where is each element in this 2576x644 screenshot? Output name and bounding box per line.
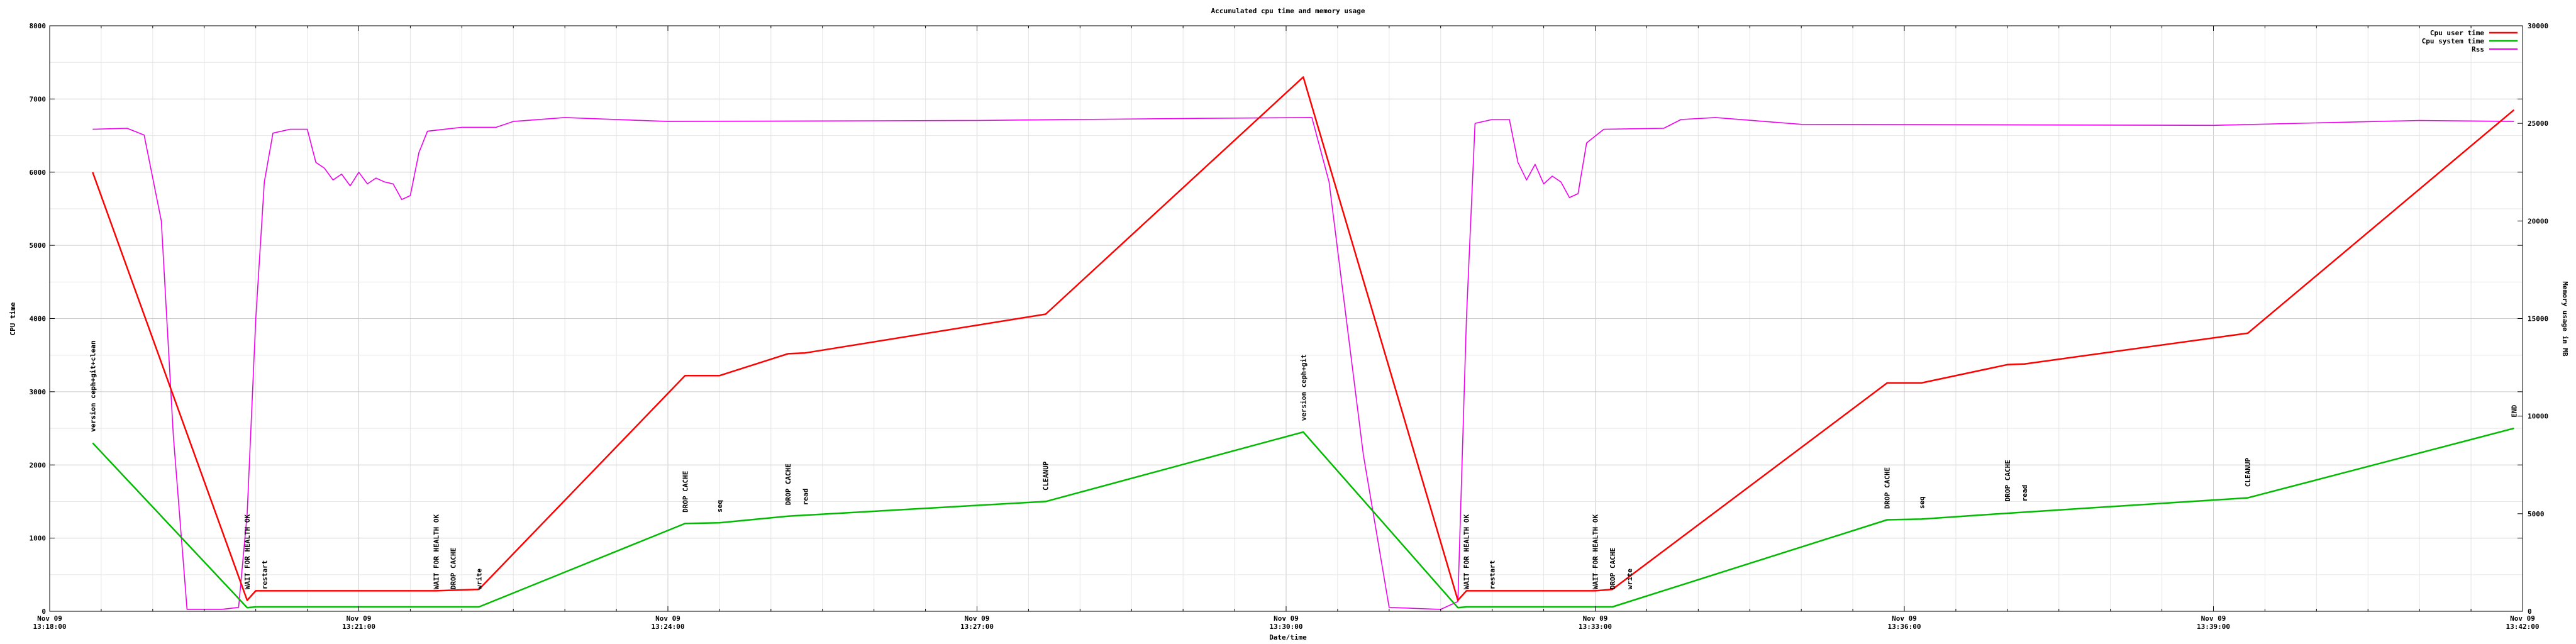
y2-tick-label: 25000 [2528,119,2548,128]
annotation-drop-cache: DROP CACHE [784,464,792,505]
x-tick-label-date: Nov 09 [1274,614,1299,623]
y-tick-label: 7000 [30,95,47,103]
annotation-seq: seq [716,500,724,513]
x-tick-label-time: 13:33:00 [1579,623,1612,631]
y2-tick-label: 5000 [2528,510,2545,518]
series-line-cpu-user-time [92,76,2515,601]
x-tick-label-time: 13:30:00 [1270,623,1303,631]
annotation-drop-cache: DROP CACHE [1884,467,1892,509]
x-tick-label-date: Nov 09 [347,614,372,623]
legend-label-rss: Rss [2472,45,2484,53]
annotation-drop-cache: DROP CACHE [450,548,458,589]
x-tick-label-time: 13:39:00 [2197,623,2230,631]
y-tick-label: 3000 [30,388,47,396]
annotation-cleanup: CLEANUP [2244,457,2252,487]
annotation-wait-for-health-ok: WAIT FOR HEALTH OK [1463,514,1471,590]
annotation-version-ceph-git-clean: version ceph+git+clean [89,340,97,432]
annotation-wait-for-health-ok: WAIT FOR HEALTH OK [1592,514,1600,590]
y-tick-label: 0 [42,608,46,616]
x-tick-label-time: 13:18:00 [33,623,67,631]
x-tick-label-date: Nov 09 [655,614,680,623]
legend: Cpu user time Cpu system time Rss [2422,29,2518,53]
y2-axis-label: Memory usage in MB [2561,281,2569,357]
y-axis-label: CPU time [9,302,17,335]
y2-tick-label: 20000 [2528,217,2548,225]
series-line-cpu-system-time [92,427,2514,609]
annotation-read: read [801,489,809,506]
y-tick-label: 6000 [30,169,47,177]
annotation-write: write [475,569,484,589]
annotation-end: END [2510,404,2518,417]
annotation-read: read [2021,485,2029,502]
x-tick-label-time: 13:27:00 [960,623,994,631]
x-tick-label-time: 13:36:00 [1888,623,1921,631]
annotation-drop-cache: DROP CACHE [1609,548,1617,589]
y-tick-label: 4000 [30,315,47,323]
y-tick-label: 8000 [30,22,47,30]
axis-ticks: 0 1000 2000 3000 4000 5000 6000 7000 8000 0 5000 10… [30,22,2549,631]
legend-label-cpu-user: Cpu user time [2430,29,2484,37]
x-tick-label-date: Nov 09 [965,614,990,623]
annotation-drop-cache: DROP CACHE [2004,460,2012,501]
annotation-restart: restart [1489,560,1497,589]
annotation-version-ceph-git: version ceph+git [1299,354,1307,421]
annotation-drop-cache: DROP CACHE [681,471,689,513]
series-layer [92,76,2515,610]
y2-tick-label: 30000 [2528,22,2548,30]
x-tick-label-date: Nov 09 [1892,614,1917,623]
annotation-cleanup: CLEANUP [1042,461,1050,491]
x-tick-label-date: Nov 09 [2510,614,2535,623]
y2-tick-label: 15000 [2528,315,2548,323]
annotation-write: write [1626,569,1634,589]
x-tick-label-time: 13:21:00 [342,623,375,631]
annotation-restart: restart [260,560,269,589]
y2-tick-label: 10000 [2528,413,2548,421]
annotations: version ceph+git+clean WAIT FOR HEALTH OK… [89,340,2518,589]
series-line-rss [92,117,2514,610]
annotation-wait-for-health-ok: WAIT FOR HEALTH OK [432,514,440,590]
chart-title: Accumulated cpu time and memory usage [1211,7,1365,15]
annotation-wait-for-health-ok: WAIT FOR HEALTH OK [243,514,252,590]
legend-label-cpu-system: Cpu system time [2422,37,2485,45]
y-tick-label: 1000 [30,535,47,543]
x-tick-label-time: 13:42:00 [2506,623,2540,631]
x-tick-label-time: 13:24:00 [652,623,685,631]
y-tick-label: 5000 [30,242,47,250]
x-tick-label-date: Nov 09 [1583,614,1608,623]
annotation-seq: seq [1918,496,1926,509]
y2-tick-label: 0 [2528,608,2532,616]
y-tick-label: 2000 [30,461,47,469]
x-tick-label-date: Nov 09 [37,614,62,623]
x-axis-label: Date/time [1269,633,1307,641]
x-tick-label-date: Nov 09 [2201,614,2226,623]
